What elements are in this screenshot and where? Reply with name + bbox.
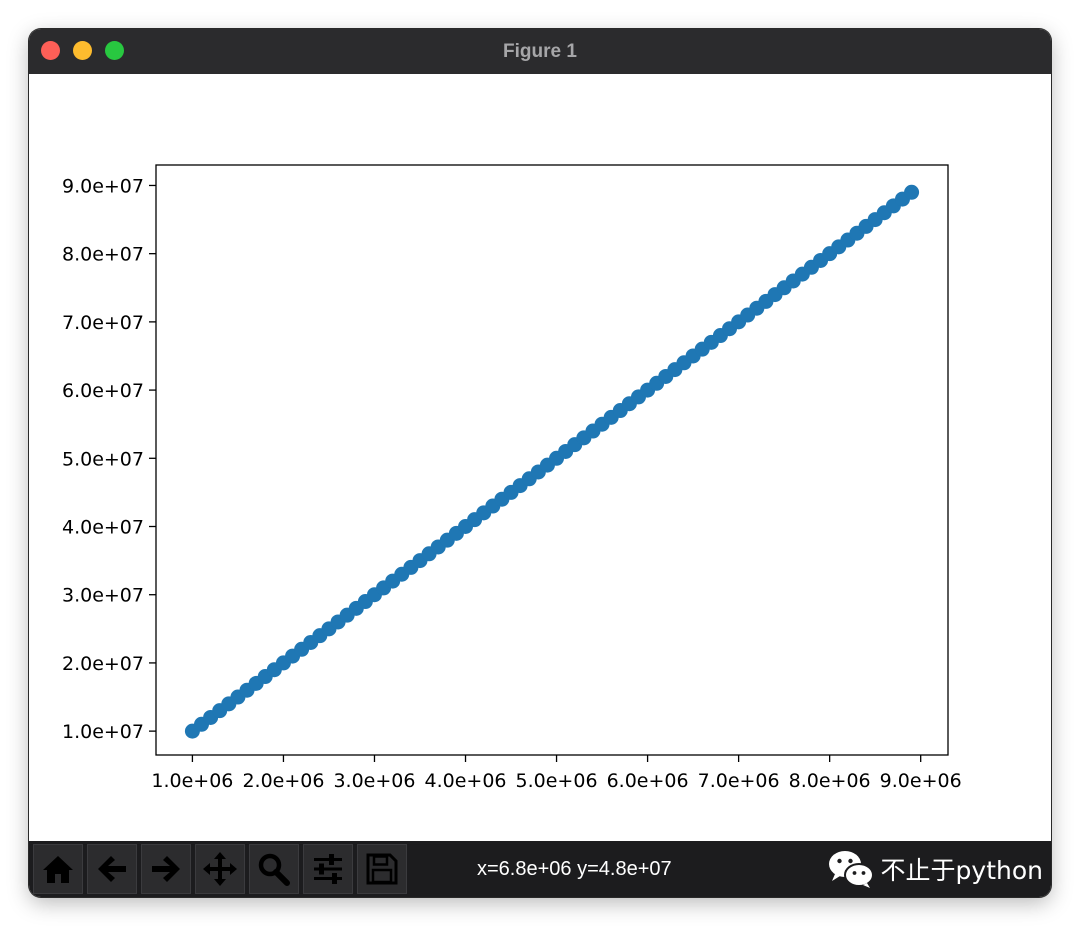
- sliders-icon: [314, 854, 342, 884]
- y-tick-label: 1.0e+07: [62, 721, 144, 743]
- configure-subplots-button[interactable]: [303, 844, 353, 894]
- x-tick-label: 9.0e+06: [880, 770, 962, 792]
- pan-button[interactable]: [195, 844, 245, 894]
- line-chart[interactable]: 1.0e+06 2.0e+06 3.0e+06 4.0e+06 5.0e+06 6.0e+…: [29, 74, 1051, 841]
- y-tick-label: 8.0e+07: [62, 244, 144, 266]
- x-tick-label: 4.0e+06: [425, 770, 507, 792]
- x-axis-ticks: 1.0e+06 2.0e+06 3.0e+06 4.0e+06 5.0e+06 6.0e+…: [151, 755, 962, 792]
- cursor-coordinates: x=6.8e+06 y=4.8e+07: [477, 858, 672, 880]
- arrow-right-icon: [152, 856, 180, 882]
- magnifier-icon: [258, 853, 290, 886]
- x-tick-label: 7.0e+06: [698, 770, 780, 792]
- axes-frame: [155, 164, 949, 756]
- minimize-window-button[interactable]: [73, 41, 92, 60]
- y-axis-ticks: 1.0e+07 2.0e+07 3.0e+07 4.0e+07 5.0e+07 6.0e+…: [62, 175, 156, 743]
- home-button[interactable]: [33, 844, 83, 894]
- close-window-button[interactable]: [41, 41, 60, 60]
- y-tick-label: 6.0e+07: [62, 380, 144, 402]
- x-tick-label: 6.0e+06: [607, 770, 689, 792]
- figure-window: Figure 1 1.0e+06 2.0e+06 3.0e+06 4.0e+06 5.0…: [29, 29, 1051, 897]
- x-tick-label: 3.0e+06: [333, 770, 415, 792]
- wechat-icon: [828, 851, 874, 888]
- save-button[interactable]: [357, 844, 407, 894]
- title-bar: Figure 1: [29, 29, 1051, 74]
- x-tick-label: 1.0e+06: [151, 770, 233, 792]
- floppy-disk-icon: [366, 853, 398, 885]
- y-tick-label: 7.0e+07: [62, 312, 144, 334]
- x-tick-label: 2.0e+06: [242, 770, 324, 792]
- chart-marks-group: [184, 184, 920, 739]
- y-tick-label: 2.0e+07: [62, 653, 144, 675]
- maximize-window-button[interactable]: [105, 41, 124, 60]
- navigation-toolbar: x=6.8e+06 y=4.8e+07 不止于python: [29, 841, 1051, 897]
- y-tick-label: 9.0e+07: [62, 175, 144, 197]
- back-button[interactable]: [87, 844, 137, 894]
- data-point: [904, 184, 920, 200]
- y-tick-label: 4.0e+07: [62, 517, 144, 539]
- x-tick-label: 5.0e+06: [516, 770, 598, 792]
- x-tick-label: 8.0e+06: [789, 770, 871, 792]
- forward-button[interactable]: [141, 844, 191, 894]
- move-icon: [203, 852, 237, 886]
- y-tick-label: 3.0e+07: [62, 585, 144, 607]
- home-icon: [43, 856, 73, 883]
- zoom-button[interactable]: [249, 844, 299, 894]
- figure-canvas[interactable]: 1.0e+06 2.0e+06 3.0e+06 4.0e+06 5.0e+06 6.0e+…: [29, 74, 1051, 841]
- watermark-text: 不止于python: [880, 856, 1043, 885]
- window-title: Figure 1: [503, 41, 577, 62]
- y-tick-label: 5.0e+07: [62, 448, 144, 470]
- arrow-left-icon: [98, 856, 126, 882]
- watermark: 不止于python: [827, 841, 1043, 897]
